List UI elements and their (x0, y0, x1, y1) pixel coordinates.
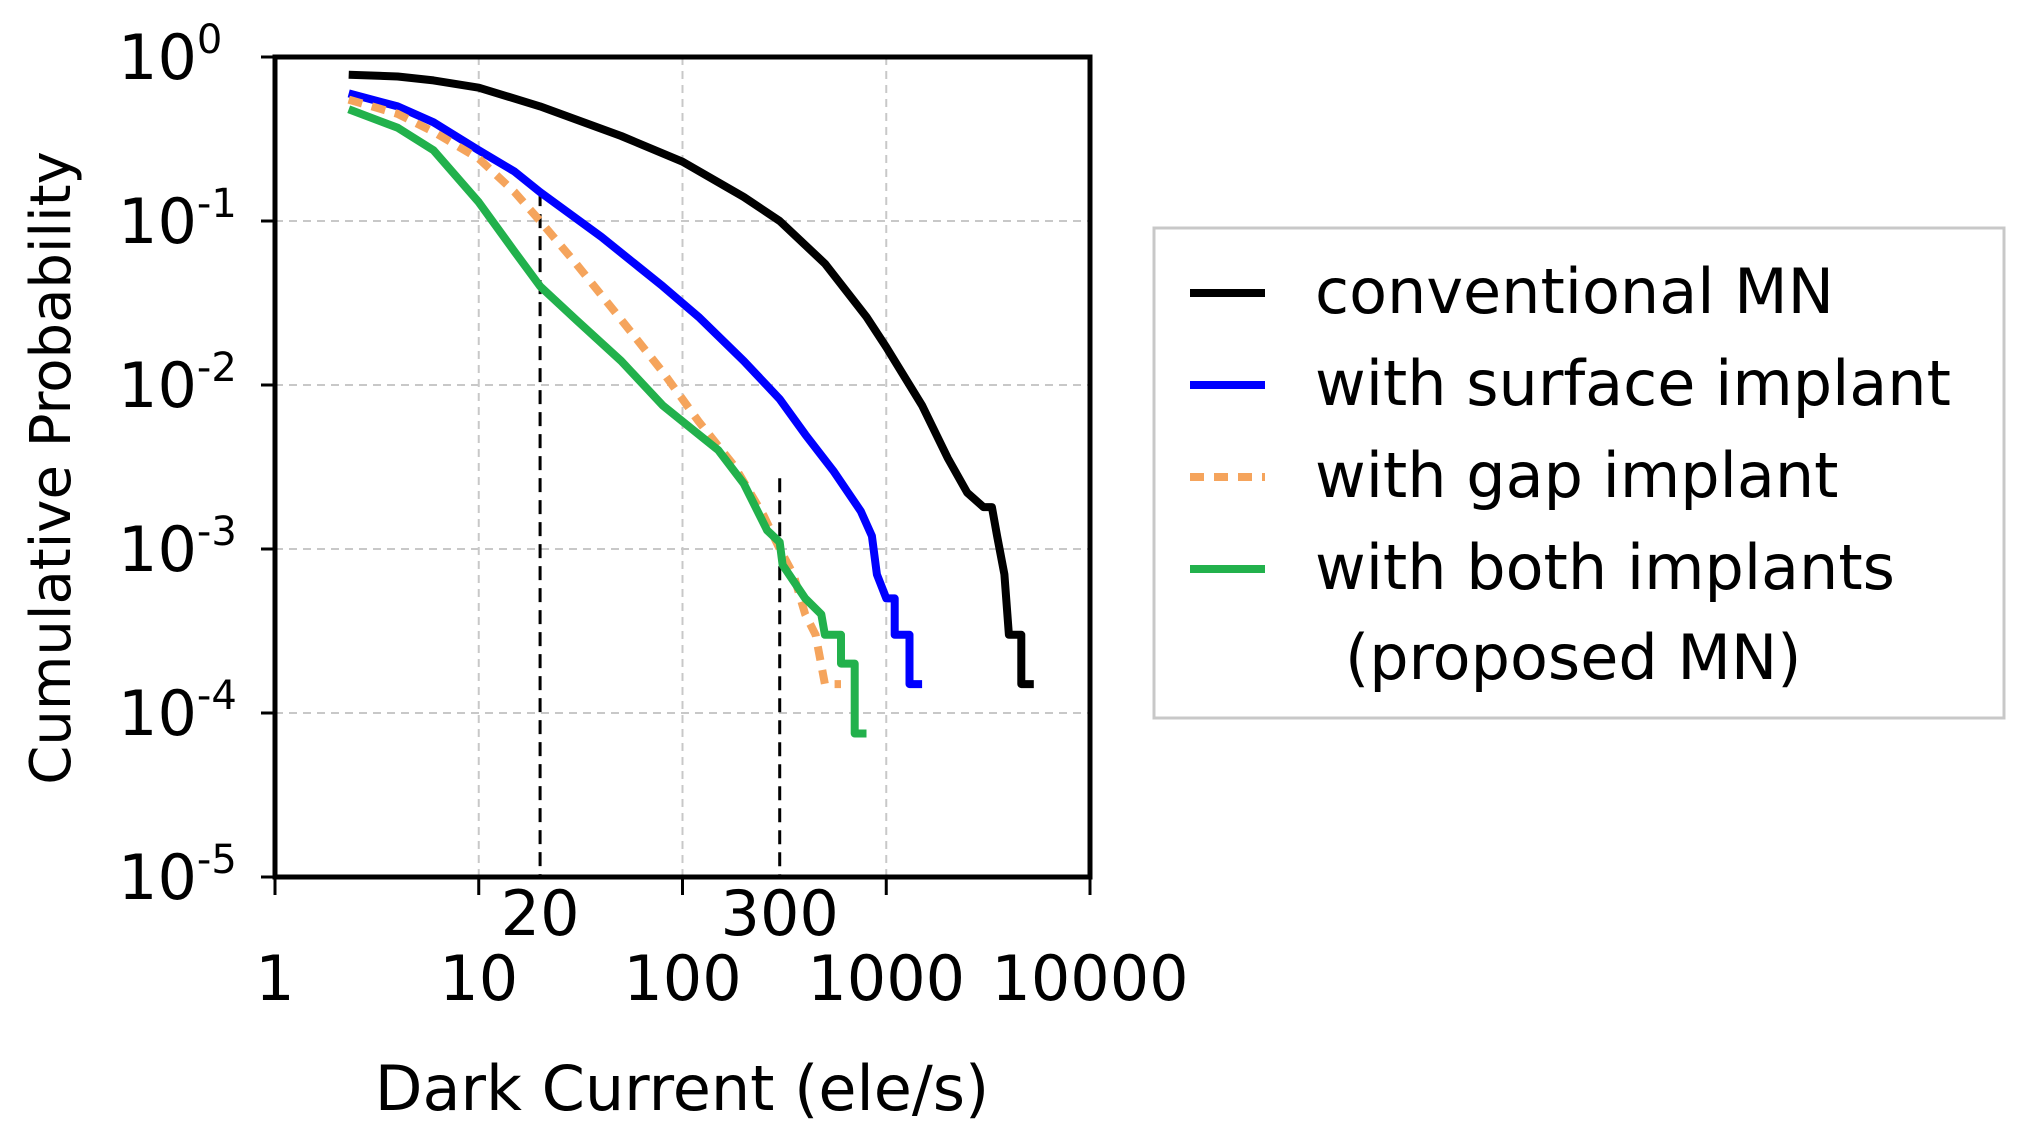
y-axis-ticks: 100 10-1 10-2 10-3 10-4 10-5 (118, 17, 275, 914)
x-tick-label: 10 (439, 942, 518, 1015)
series-line (347, 105, 867, 738)
x-tick-label: 1000 (807, 942, 965, 1015)
y-tick-label: 10-5 (118, 837, 237, 914)
reference-labels: 20 300 (501, 877, 839, 950)
legend-label: with both implants (1315, 531, 1895, 604)
series-line (347, 89, 923, 689)
x-tick-label: 100 (623, 942, 741, 1015)
x-axis-ticks: 1 10 100 1000 10000 (255, 877, 1189, 1015)
legend-label: (proposed MN) (1345, 621, 1801, 694)
y-tick-label: 10-2 (118, 345, 237, 422)
x-tick-label: 1 (255, 942, 294, 1015)
y-axis-title: Cumulative Probability (19, 151, 84, 784)
legend-label: with surface implant (1315, 347, 1951, 420)
legend-label: conventional MN (1315, 255, 1834, 328)
legend-box (1152, 226, 2006, 720)
reference-label: 20 (501, 877, 580, 950)
y-tick-label: 100 (118, 17, 222, 94)
x-axis-title: Dark Current (ele/s) (375, 1052, 990, 1125)
reference-label: 300 (721, 877, 839, 950)
data-series (347, 70, 1034, 738)
y-tick-label: 10-4 (118, 673, 237, 750)
y-tick-label: 10-1 (118, 181, 237, 258)
y-tick-label: 10-3 (118, 509, 237, 586)
x-tick-label: 10000 (991, 942, 1188, 1015)
legend: conventional MN with surface implant with … (1152, 226, 2006, 720)
legend-label: with gap implant (1315, 439, 1838, 512)
series-line (348, 70, 1034, 689)
series-line (347, 95, 841, 689)
